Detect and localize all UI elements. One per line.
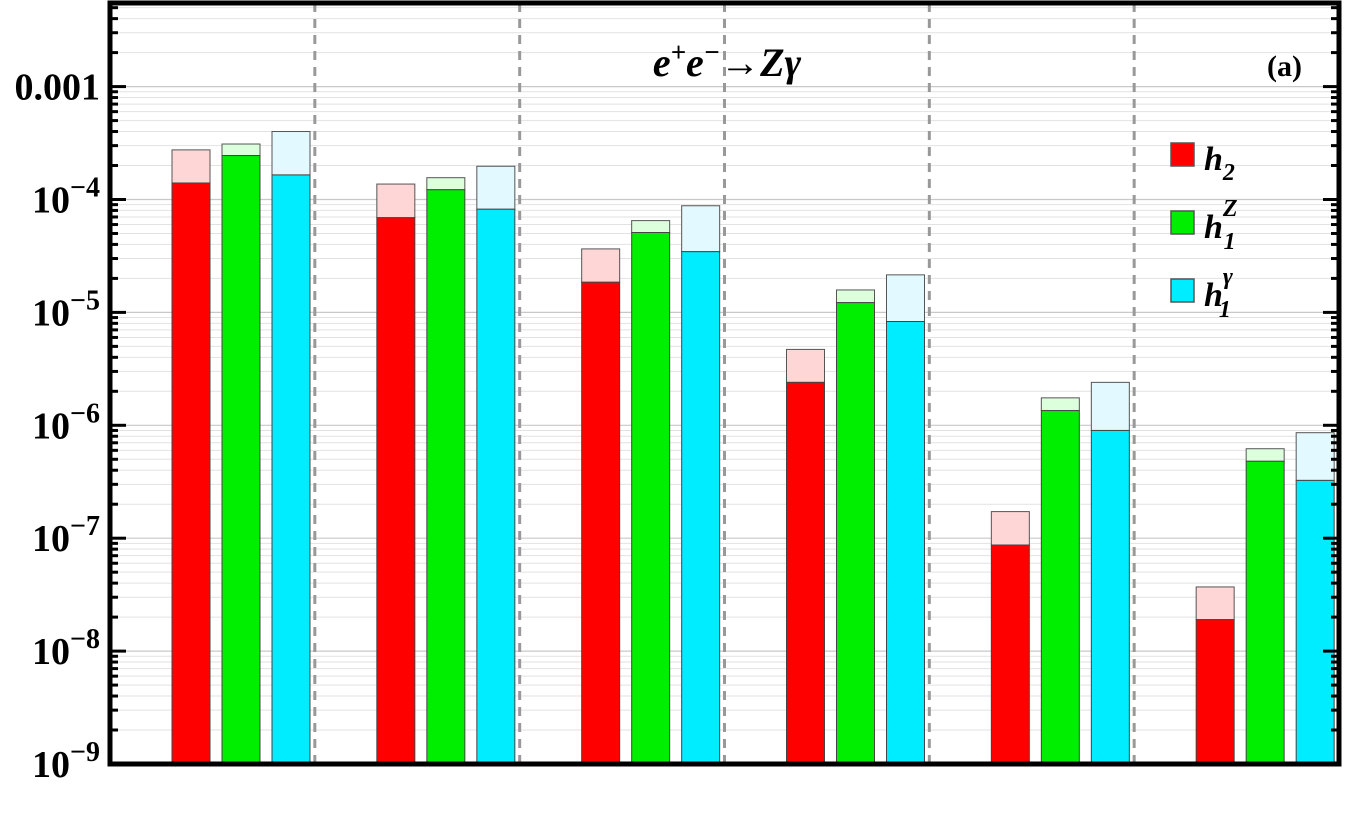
bar-upper-h2 — [581, 248, 621, 283]
y-tick-label: 0.001 — [15, 67, 101, 109]
bar-upper-h1g — [271, 131, 311, 176]
bar-h2 — [990, 544, 1030, 765]
bar-h2 — [786, 381, 825, 765]
bar-upper-h1Z — [631, 220, 671, 234]
legend-label: hγ 1 — [1204, 264, 1233, 323]
legend: h2 hZ 1 hγ 1 — [1170, 141, 1238, 323]
y-tick-label: 10−5 — [32, 285, 100, 334]
bar-h1g — [1295, 479, 1335, 765]
bar-h1Z — [836, 302, 875, 765]
bars — [171, 131, 1335, 765]
y-tick-label: 10−7 — [32, 511, 100, 560]
legend-item-h1g: hγ 1 — [1170, 264, 1233, 323]
legend-label: hZ 1 — [1204, 196, 1238, 255]
bar-h1Z — [631, 232, 671, 765]
y-tick-label: 10−9 — [32, 737, 100, 786]
bar-upper-h2 — [786, 348, 825, 383]
bar-upper-h1Z — [221, 143, 261, 157]
legend-swatch — [1170, 210, 1195, 235]
bar-upper-h2 — [1195, 586, 1235, 621]
bar-upper-h1Z — [1245, 448, 1285, 462]
bar-h1g — [681, 251, 721, 765]
bar-upper-h1g — [476, 165, 516, 210]
y-tick-label: 10−4 — [32, 172, 100, 221]
bar-upper-h1Z — [426, 177, 466, 191]
panel-label: (a) — [1267, 50, 1302, 83]
bar-h1Z — [1245, 460, 1285, 765]
legend-swatch — [1170, 142, 1195, 167]
bar-upper-h2 — [171, 149, 211, 184]
bar-h1g — [886, 321, 925, 765]
bar-h2 — [171, 182, 211, 765]
bar-h1Z — [1040, 410, 1080, 765]
bar-h1g — [476, 208, 516, 765]
y-tick-label: 10−6 — [32, 398, 100, 447]
bar-h2 — [376, 217, 416, 765]
bar-upper-h2 — [990, 511, 1030, 546]
bar-h2 — [581, 281, 621, 765]
bar-upper-h1g — [681, 205, 721, 253]
legend-swatch — [1170, 278, 1195, 303]
bar-h1Z — [221, 155, 261, 765]
bar-h1g — [1090, 429, 1130, 765]
bar-h2 — [1195, 619, 1235, 765]
y-tick-label: 10−8 — [32, 624, 100, 673]
bar-upper-h1g — [1090, 381, 1130, 431]
plot-frame — [107, 0, 1342, 767]
chart-title: e+e−→Zγ — [653, 37, 802, 85]
bar-upper-h1g — [1295, 432, 1335, 481]
bar-h1g — [271, 174, 311, 765]
bar-upper-h1Z — [836, 289, 875, 304]
bar-upper-h1Z — [1040, 397, 1080, 412]
legend-item-h1Z: hZ 1 — [1170, 196, 1238, 255]
legend-label: h2 — [1204, 141, 1235, 186]
bar-h1Z — [426, 189, 466, 765]
y-axis-tick-labels: 0.001 10−4 10−5 10−6 10−7 10−8 10−9 — [15, 67, 101, 786]
bar-upper-h2 — [376, 183, 416, 219]
bar-upper-h1g — [886, 274, 925, 323]
legend-item-h2: h2 — [1170, 141, 1235, 186]
